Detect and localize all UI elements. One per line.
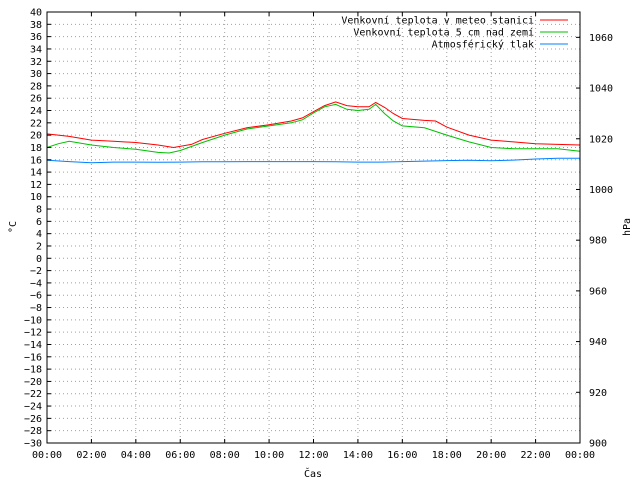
y-tick-label: −4 — [30, 278, 42, 289]
y2-tick-label: 900 — [589, 439, 607, 450]
y-tick-label: −28 — [24, 426, 42, 437]
x-tick-label: 00:00 — [565, 450, 595, 461]
y-tick-label: 2 — [36, 241, 42, 252]
x-tick-label: 22:00 — [521, 450, 551, 461]
y-tick-label: 8 — [36, 205, 42, 216]
y-tick-label: 40 — [30, 8, 42, 19]
legend: Venkovní teplota v meteo staniciVenkovní… — [341, 15, 568, 51]
y-tick-label: −24 — [24, 402, 42, 413]
x-tick-label: 20:00 — [476, 450, 506, 461]
grid — [47, 12, 580, 443]
y-tick-label: 38 — [30, 20, 42, 31]
y-tick-label: 12 — [30, 180, 42, 191]
y-tick-label: 16 — [30, 155, 42, 166]
y2-tick-label: 960 — [589, 286, 607, 297]
y-tick-label: 10 — [30, 192, 42, 203]
y-tick-label: 0 — [36, 254, 42, 265]
y-tick-label: −18 — [24, 365, 42, 376]
y-tick-label: 14 — [30, 168, 42, 179]
y-tick-label: 18 — [30, 143, 42, 154]
y-tick-label: 24 — [30, 106, 42, 117]
y2-tick-label: 980 — [589, 236, 607, 247]
legend-label: Venkovní teplota 5 cm nad zemí — [353, 27, 534, 39]
x-tick-label: 04:00 — [121, 450, 151, 461]
series-line-0 — [46, 101, 581, 149]
y2-tick-label: 1000 — [589, 185, 613, 196]
y-tick-label: −26 — [24, 414, 42, 425]
y-tick-label: −22 — [24, 389, 42, 400]
x-axis-label: Čas — [304, 467, 322, 480]
y2-tick-label: 1020 — [589, 134, 613, 145]
y-tick-label: 4 — [36, 229, 42, 240]
y-tick-label: 26 — [30, 94, 42, 105]
y2-tick-label: 1040 — [589, 84, 613, 95]
x-tick-label: 14:00 — [343, 450, 373, 461]
y-tick-label: 20 — [30, 131, 42, 142]
x-tick-label: 10:00 — [254, 450, 284, 461]
x-tick-label: 16:00 — [387, 450, 417, 461]
series-line-2 — [46, 157, 580, 164]
y2-tick-label: 1060 — [589, 33, 613, 44]
y-tick-label: −20 — [24, 377, 42, 388]
y-tick-label: 22 — [30, 118, 42, 129]
x-tick-label: 18:00 — [432, 450, 462, 461]
series-line-1 — [46, 103, 581, 154]
y-tick-label: 32 — [30, 57, 42, 68]
y-axis-label: °C — [8, 221, 19, 233]
y-tick-label: −2 — [30, 266, 42, 277]
x-tick-label: 12:00 — [298, 450, 328, 461]
y-tick-label: −14 — [24, 340, 42, 351]
x-tick-label: 02:00 — [76, 450, 106, 461]
y-tick-label: 34 — [30, 44, 42, 55]
y-tick-label: −10 — [24, 315, 42, 326]
y-tick-label: −8 — [30, 303, 42, 314]
y-tick-label: 36 — [30, 32, 42, 43]
y2-tick-label: 920 — [589, 388, 607, 399]
tick-layer: −30−28−26−24−22−20−18−16−14−12−10−8−6−4−… — [24, 8, 613, 462]
y-tick-label: −30 — [24, 439, 42, 450]
x-tick-label: 08:00 — [210, 450, 240, 461]
legend-label: Atmosférický tlak — [432, 39, 534, 51]
y-tick-label: −6 — [30, 291, 42, 302]
legend-label: Venkovní teplota v meteo stanici — [341, 15, 534, 27]
x-tick-label: 00:00 — [32, 450, 62, 461]
y2-tick-label: 940 — [589, 337, 607, 348]
y-tick-label: −16 — [24, 352, 42, 363]
y-tick-label: 6 — [36, 217, 42, 228]
y2-axis-label: hPa — [622, 218, 633, 236]
y-tick-label: −12 — [24, 328, 42, 339]
series-layer — [46, 101, 581, 164]
y-tick-label: 30 — [30, 69, 42, 80]
x-tick-label: 06:00 — [165, 450, 195, 461]
y-tick-label: 28 — [30, 81, 42, 92]
